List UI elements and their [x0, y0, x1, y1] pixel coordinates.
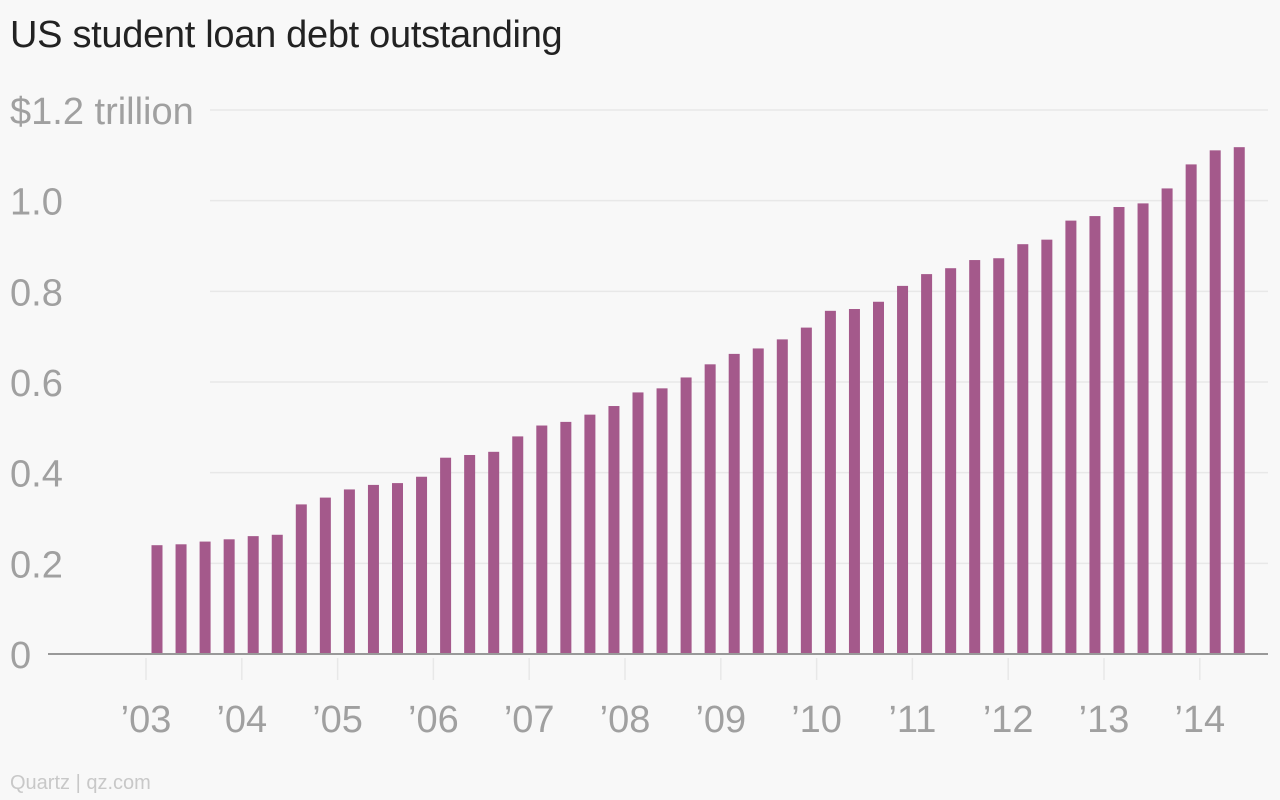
- bar: [416, 476, 428, 654]
- x-tick-label: ’13: [1079, 699, 1130, 741]
- x-tick-label: ’10: [791, 699, 842, 741]
- x-tick-label: ’09: [695, 699, 746, 741]
- bar: [1137, 203, 1149, 655]
- bar: [680, 377, 692, 654]
- bar: [319, 497, 331, 654]
- bar: [367, 484, 379, 654]
- x-tick-label: ’07: [504, 699, 555, 741]
- y-tick-label: 0.2: [10, 544, 63, 586]
- bar: [1161, 188, 1173, 654]
- x-tick-label: ’12: [983, 699, 1034, 741]
- bar: [1233, 147, 1245, 654]
- bar: [295, 504, 307, 654]
- bar: [776, 339, 788, 654]
- bar: [392, 483, 403, 654]
- x-tick-label: ’05: [312, 699, 363, 741]
- x-tick-label: ’06: [408, 699, 459, 741]
- bar: [728, 353, 740, 654]
- x-tick-label: ’14: [1174, 699, 1225, 741]
- bar: [921, 274, 933, 654]
- bar: [969, 260, 981, 654]
- x-tick-label: ’11: [888, 699, 936, 741]
- y-tick-label: 0.8: [10, 272, 63, 314]
- bar: [271, 534, 283, 654]
- y-tick-label: 0: [10, 635, 31, 677]
- x-tick-label: ’04: [216, 699, 267, 741]
- source-credit: Quartz | qz.com: [10, 772, 151, 794]
- bar: [440, 457, 452, 654]
- bar: [343, 489, 355, 654]
- bar: [247, 536, 259, 654]
- bar: [704, 364, 716, 654]
- bar: [1209, 150, 1221, 654]
- bar: [1185, 164, 1197, 654]
- bar: [488, 451, 500, 654]
- bar: [223, 539, 235, 654]
- bar: [464, 454, 476, 654]
- y-tick-label: 0.6: [10, 363, 63, 405]
- chart-title: US student loan debt outstanding: [10, 14, 563, 56]
- bar: [536, 425, 548, 654]
- y-tick-label: 1.0: [10, 182, 63, 224]
- bar: [1041, 239, 1053, 655]
- bar: [175, 544, 187, 654]
- bar: [199, 541, 211, 654]
- bar: [945, 268, 957, 654]
- bar: [824, 310, 836, 654]
- bar: [560, 421, 572, 654]
- y-tick-label: 0.4: [10, 454, 63, 496]
- bar: [848, 309, 860, 654]
- bar: [584, 414, 596, 654]
- bar: [512, 436, 524, 654]
- bar: [608, 406, 620, 654]
- bar: [1113, 207, 1125, 654]
- bar: [1017, 244, 1029, 655]
- x-tick-label: ’08: [600, 699, 651, 741]
- bar: [632, 392, 644, 654]
- bar: [993, 258, 1005, 654]
- bar: [151, 545, 163, 654]
- bar: [1065, 220, 1077, 654]
- y-tick-label: $1.2 trillion: [10, 91, 194, 133]
- bar: [800, 327, 812, 654]
- x-tick-label: ’03: [121, 699, 172, 741]
- bar: [873, 301, 884, 654]
- bar: [1089, 216, 1101, 654]
- bar: [752, 348, 764, 654]
- bar: [897, 285, 909, 654]
- bar: [656, 388, 668, 654]
